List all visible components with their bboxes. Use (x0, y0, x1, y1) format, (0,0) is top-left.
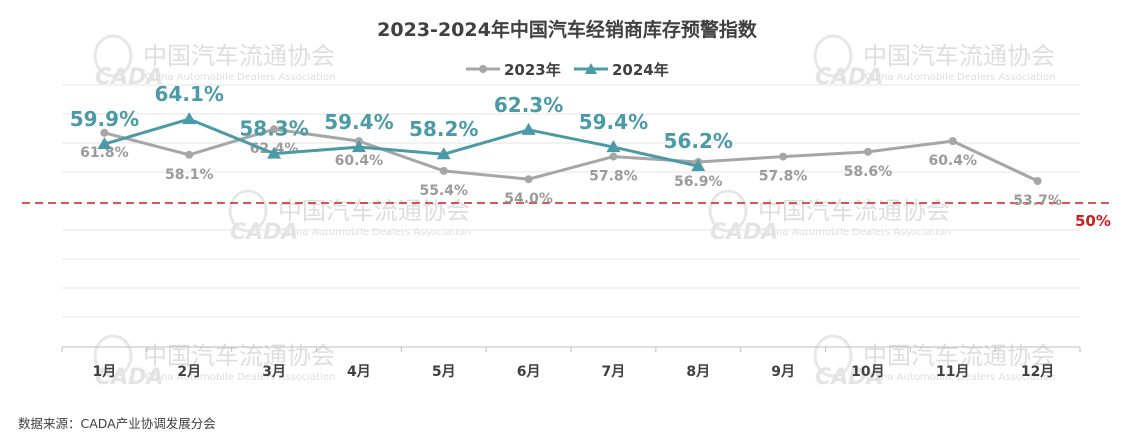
point-2024 (691, 159, 706, 172)
x-tick-label: 9月 (771, 364, 795, 380)
legend-marker-2024 (585, 63, 597, 74)
watermark-logo-ring (93, 34, 133, 78)
data-label-2023: 56.9% (674, 174, 723, 190)
x-tick-label: 8月 (686, 364, 710, 380)
point-2023 (948, 137, 957, 146)
watermark-logo-text: CADA (815, 65, 883, 90)
legend: 2023年 2024年 (466, 61, 669, 79)
data-label-2023: 54.0% (504, 191, 553, 207)
series-2024: 59.9% 64.1% 58.3% 59.4% 58.2% 62.3% 59.4% 56.2% (70, 82, 733, 172)
x-tick-label: 5月 (432, 364, 456, 380)
data-label-2024: 58.2% (409, 117, 478, 141)
watermark-org-en: China Automobile Dealers Association (145, 72, 335, 83)
data-label-2024: 59.4% (579, 110, 648, 134)
reference-label: 50% (1075, 212, 1111, 230)
legend-label-2023: 2023年 (504, 61, 561, 79)
watermark-org-cn: 中国汽车流通协会 (863, 42, 1055, 70)
x-tick-label: 12月 (1021, 364, 1054, 380)
watermark-logo-text: CADA (230, 220, 298, 245)
data-label-2023: 60.4% (928, 153, 977, 169)
legend-label-2024: 2024年 (612, 61, 669, 79)
watermark-org-en: China Automobile Dealers Association (280, 227, 470, 238)
data-label-2023: 57.8% (589, 169, 638, 185)
point-2023 (270, 125, 279, 134)
watermark-logo-ring (813, 334, 853, 378)
watermark-logo-text: CADA (95, 365, 163, 390)
data-label-2023: 55.4% (419, 183, 468, 199)
watermark-org-cn: 中国汽车流通协会 (143, 342, 335, 370)
point-2024 (606, 140, 621, 153)
point-2024 (97, 137, 112, 150)
watermark-org-cn: 中国汽车流通协会 (143, 42, 335, 70)
point-2023 (863, 147, 872, 156)
series-2023: 61.8%58.1%62.4%60.4%55.4%54.0%57.8%56.9%… (80, 125, 1062, 209)
series-line-2023 (104, 127, 1039, 183)
point-2023 (439, 166, 448, 175)
watermark-org-en: China Automobile Dealers Association (760, 227, 950, 238)
point-2024 (521, 122, 536, 135)
data-label-2023: 53.7% (1013, 193, 1062, 209)
data-label-2024: 64.1% (155, 82, 224, 106)
data-label-2024: 59.4% (324, 110, 393, 134)
data-label-2023: 58.1% (165, 167, 214, 183)
watermark-logo-ring (228, 189, 268, 233)
point-2023 (185, 150, 194, 159)
source-note: 数据来源：CADA产业协调发展分会 (18, 416, 216, 431)
x-tick-label: 1月 (93, 364, 117, 380)
x-tick-label: 4月 (347, 364, 371, 380)
data-label-2023: 57.8% (759, 169, 808, 185)
data-label-2024: 62.3% (494, 93, 563, 117)
watermark-logo-ring (813, 34, 853, 78)
data-label-2024: 58.3% (239, 117, 308, 141)
data-label-2024: 59.9% (70, 107, 139, 131)
data-label-2024: 56.2% (664, 129, 733, 153)
watermark-logo-ring (93, 334, 133, 378)
series-line-2024 (103, 117, 699, 168)
point-2024 (351, 140, 366, 153)
watermark-logo-text: CADA (95, 65, 163, 90)
legend-item-2023: 2023年 (466, 61, 561, 79)
x-axis-ticks: 1月 2月 3月 4月 5月 6月 7月 8月 9月 10月 11月 12月 (61, 347, 1081, 380)
point-2024 (436, 147, 451, 160)
watermark-org-cn: 中国汽车流通协会 (758, 197, 950, 225)
x-tick-label: 3月 (262, 364, 286, 380)
point-2023 (779, 152, 788, 161)
watermark-org-en: China Automobile Dealers Association (865, 372, 1055, 383)
watermark-org-cn: 中国汽车流通协会 (278, 197, 470, 225)
x-tick-label: 7月 (602, 364, 626, 380)
point-2024 (182, 112, 197, 125)
data-label-2023: 58.6% (844, 164, 893, 180)
data-label-2023: 61.8% (80, 145, 129, 161)
legend-item-2024: 2024年 (574, 61, 669, 79)
watermark-logo-text: CADA (815, 365, 883, 390)
chart-title: 2023-2024年中国汽车经销商库存预警指数 (377, 18, 758, 41)
x-tick-label: 6月 (517, 364, 541, 380)
point-2023 (100, 128, 109, 137)
x-tick-label: 2月 (177, 364, 201, 380)
point-2023 (524, 175, 533, 184)
point-2024 (267, 146, 282, 159)
watermark-logo-text: CADA (710, 220, 778, 245)
watermark-org-en: China Automobile Dealers Association (145, 372, 335, 383)
watermark-logo-ring (708, 189, 748, 233)
watermark-org-en: China Automobile Dealers Association (865, 72, 1055, 83)
x-tick-label: 11月 (936, 364, 969, 380)
data-label-2023: 60.4% (335, 153, 384, 169)
point-2023 (609, 152, 618, 161)
point-2023 (1033, 176, 1042, 185)
x-tick-label: 10月 (851, 364, 884, 380)
legend-marker-2023 (479, 65, 487, 73)
